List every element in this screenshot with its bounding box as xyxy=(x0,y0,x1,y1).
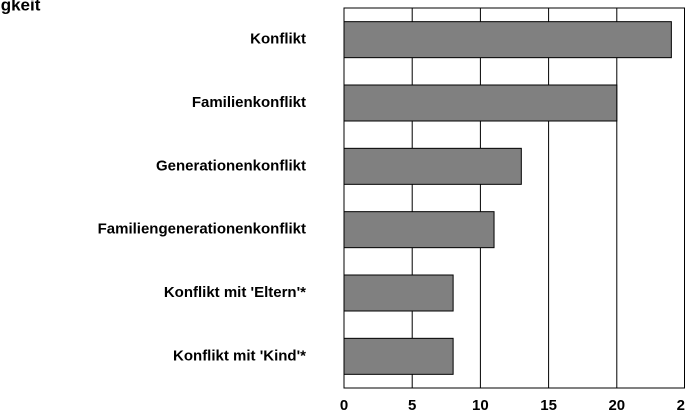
x-tick-label: 10 xyxy=(472,397,489,414)
y-tick-label: Familiengenerationenkonflikt xyxy=(98,221,306,238)
bar xyxy=(343,21,672,59)
x-tick-label: 0 xyxy=(340,397,348,414)
bar xyxy=(343,147,522,185)
x-tick-label: 25 xyxy=(677,397,685,414)
bar xyxy=(343,274,454,312)
x-tick-label: 15 xyxy=(540,397,557,414)
plot-frame xyxy=(343,7,685,389)
chart-title: igkeit xyxy=(0,0,41,14)
y-tick-label: Generationenkonflikt xyxy=(156,157,306,174)
y-tick-label: Konflikt xyxy=(250,31,306,48)
x-tick-label: 20 xyxy=(608,397,625,414)
bar xyxy=(343,84,618,122)
y-tick-label: Konflikt mit 'Kind'* xyxy=(173,347,306,364)
bar xyxy=(343,337,454,375)
x-tick-label: 5 xyxy=(408,397,416,414)
y-tick-label: Konflikt mit 'Eltern'* xyxy=(164,284,306,301)
y-tick-label: Familienkonflikt xyxy=(192,94,306,111)
bar xyxy=(343,211,495,249)
